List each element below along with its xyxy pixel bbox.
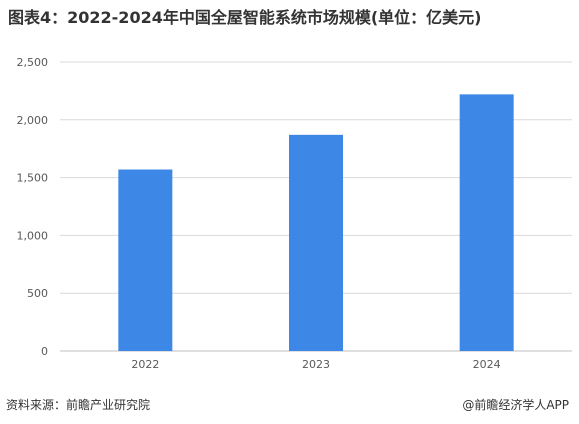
bar-chart-svg: 0 500 1,000 1,500 2,000 2,500 2022 2023 2024 [17, 56, 572, 371]
x-tick-label: 2024 [473, 358, 501, 371]
bar-2023 [289, 134, 343, 351]
chart-title: 图表4：2022-2024年中国全屋智能系统市场规模(单位：亿美元) [8, 8, 482, 27]
y-tick-label: 2,500 [17, 56, 49, 69]
y-tick-label: 1,000 [17, 229, 49, 242]
brand-credit: @前瞻经济学人APP [462, 398, 569, 412]
y-tick-label: 2,000 [17, 114, 49, 127]
x-tick-label: 2023 [302, 358, 330, 371]
source-note: 资料来源：前瞻产业研究院 [6, 398, 151, 412]
bar-2022 [118, 169, 173, 351]
y-tick-label: 500 [27, 287, 48, 300]
x-tick-label: 2022 [131, 358, 159, 371]
bar-2024 [459, 94, 514, 352]
y-tick-label: 0 [41, 345, 48, 358]
chart-area: 0 500 1,000 1,500 2,000 2,500 2022 2023 2024 [0, 40, 579, 390]
y-tick-label: 1,500 [17, 172, 49, 185]
chart-footer: 资料来源：前瞻产业研究院 @前瞻经济学人APP [6, 396, 569, 414]
